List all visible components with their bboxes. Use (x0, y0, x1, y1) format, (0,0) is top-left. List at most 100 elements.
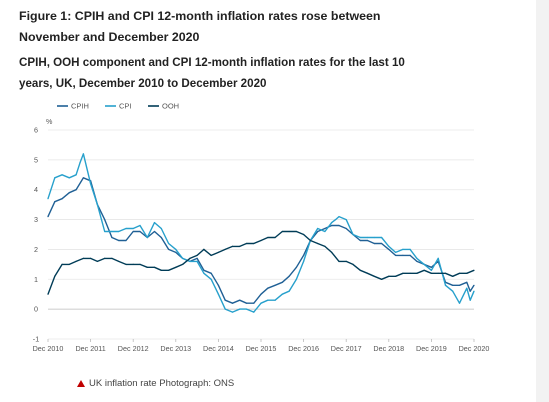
data-point-cpih (388, 248, 390, 250)
data-point-cpih (175, 251, 177, 253)
data-point-ooh (458, 272, 461, 274)
data-point-ooh (111, 257, 113, 259)
data-point-ooh (189, 257, 191, 259)
figure-subtitle: CPIH, OOH component and CPI 12-month inf… (19, 56, 405, 90)
data-point-cpih (217, 284, 219, 286)
data-point-cpi (359, 236, 361, 239)
chart-series (47, 153, 475, 313)
chart-gridlines (48, 129, 474, 340)
data-point-cpi (437, 257, 439, 259)
data-point-cpih (168, 248, 170, 250)
data-point-cpi (366, 236, 369, 239)
x-tick-label: Dec 2017 (331, 344, 362, 353)
data-point-cpi (54, 177, 56, 179)
data-point-ooh (253, 242, 255, 245)
data-point-cpi (381, 236, 383, 239)
data-point-cpih (253, 302, 255, 304)
data-point-cpih (203, 269, 205, 271)
data-point-ooh (452, 275, 454, 277)
x-tick-label: Dec 2016 (288, 344, 319, 353)
data-point-cpih (139, 230, 141, 233)
data-point-ooh (146, 266, 148, 268)
data-point-ooh (217, 251, 219, 253)
data-point-ooh (437, 272, 439, 274)
data-point-cpih (430, 266, 432, 268)
data-point-cpih (47, 216, 49, 218)
data-point-cpih (82, 177, 84, 179)
data-point-cpih (153, 230, 156, 233)
data-point-ooh (373, 275, 375, 277)
data-point-ooh (395, 275, 397, 277)
data-point-ooh (47, 293, 49, 295)
data-point-ooh (75, 260, 77, 262)
data-point-ooh (317, 242, 319, 245)
data-point-cpih (54, 201, 56, 203)
data-point-cpi (416, 257, 418, 259)
data-point-cpih (231, 302, 234, 304)
data-point-cpi (125, 227, 127, 230)
data-point-ooh (466, 272, 468, 274)
data-point-cpi (82, 153, 84, 155)
data-point-cpi (288, 290, 290, 292)
data-point-cpih (303, 254, 305, 256)
data-point-cpih (210, 272, 212, 274)
data-point-cpi (402, 248, 404, 250)
data-point-ooh (153, 266, 156, 268)
data-point-cpi (203, 272, 205, 274)
data-point-ooh (352, 263, 354, 265)
data-point-ooh (104, 257, 106, 259)
data-point-cpi (79, 162, 81, 164)
data-point-cpih (366, 239, 369, 242)
data-point-cpi (345, 219, 347, 221)
data-point-ooh (281, 230, 283, 233)
data-point-cpi (324, 230, 326, 233)
data-point-cpi (458, 302, 461, 304)
data-point-ooh (388, 275, 390, 277)
x-tick-label: Dec 2011 (75, 344, 105, 353)
data-point-cpi (104, 230, 106, 233)
data-point-cpih (132, 230, 134, 233)
data-point-cpih (469, 290, 471, 292)
data-point-cpi (409, 248, 411, 250)
data-point-ooh (175, 266, 177, 268)
data-point-cpih (224, 299, 226, 301)
data-point-cpih (125, 239, 127, 242)
data-point-cpih (118, 239, 120, 242)
data-point-cpi (90, 183, 92, 185)
data-point-cpi (317, 227, 319, 230)
legend-label-ooh: OOH (162, 102, 179, 111)
data-point-cpi (182, 257, 184, 259)
data-point-ooh (423, 269, 425, 271)
data-point-cpi (260, 302, 262, 304)
data-point-ooh (182, 263, 184, 265)
data-point-cpih (61, 198, 63, 200)
data-point-cpih (239, 299, 241, 301)
data-point-ooh (160, 269, 162, 271)
figure-title: Figure 1: CPIH and CPI 12-month inflatio… (19, 9, 381, 44)
data-point-cpi (267, 299, 269, 301)
data-point-ooh (381, 278, 383, 280)
data-point-cpi (210, 278, 212, 280)
data-point-cpi (388, 245, 390, 247)
x-axis: Dec 2010 Dec 2011 Dec 2012 Dec 2013 Dec 2014… (33, 339, 489, 353)
data-point-cpih (281, 281, 283, 283)
data-point-cpi (68, 177, 70, 179)
caption-text: UK inflation rate Photograph: ONS (89, 378, 235, 389)
photo-caption: UK inflation rate Photograph: ONS (77, 378, 234, 389)
data-point-cpi (224, 308, 226, 310)
data-point-ooh (338, 260, 340, 262)
data-point-ooh (196, 254, 198, 256)
data-point-cpih (331, 224, 333, 227)
data-point-ooh (473, 269, 475, 271)
data-point-cpi (331, 222, 333, 224)
red-triangle-icon (77, 380, 85, 387)
data-point-cpi (473, 290, 475, 292)
data-point-cpi (196, 260, 198, 262)
page-scrollbar-gutter (536, 0, 549, 402)
data-point-ooh (54, 275, 56, 277)
data-point-cpih (196, 257, 198, 259)
data-point-cpih (466, 281, 468, 283)
data-point-ooh (96, 260, 98, 262)
x-tick-label: Dec 2019 (416, 344, 447, 353)
data-point-cpih (381, 242, 383, 245)
